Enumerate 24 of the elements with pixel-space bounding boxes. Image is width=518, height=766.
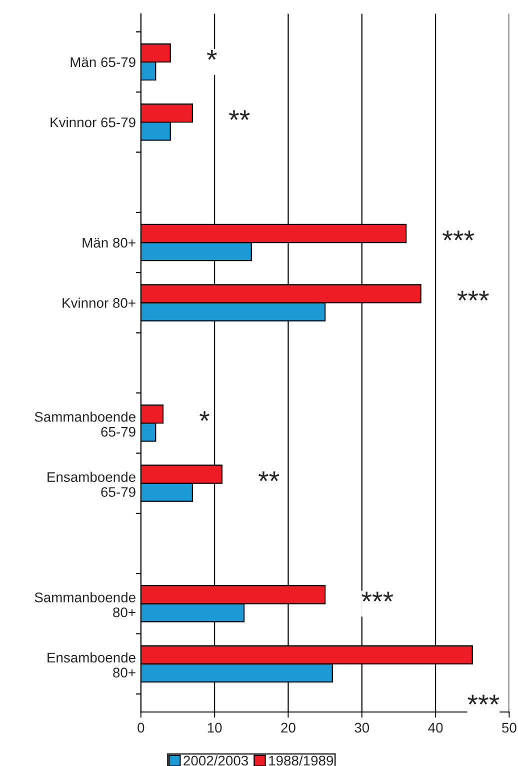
annotation: ***: [442, 230, 474, 240]
x-tick-label: 40: [428, 722, 443, 733]
legend-label: 1988/1989: [269, 755, 334, 766]
annotation: ***: [457, 290, 489, 301]
y-tick-label: Ensamboende 65-79: [48, 472, 136, 497]
y-tick-label: Kvinnor 65-79: [50, 117, 136, 128]
annotation: ***: [362, 592, 394, 602]
y-tick-label: Sammanboende 65-79: [34, 412, 136, 437]
x-tick-label: 0: [138, 722, 144, 733]
annotation: **: [258, 471, 280, 482]
x-tick-label: 10: [208, 722, 222, 733]
x-tick-label: 20: [281, 722, 296, 733]
y-tick-label: Män 65-79: [70, 57, 136, 68]
x-tick-label: 50: [502, 722, 516, 733]
y-tick-label: Kvinnor 80+: [62, 298, 136, 308]
y-tick-label: Ensamboende 80+: [48, 652, 136, 678]
annotation: **: [229, 110, 250, 120]
legend-label: 2002/2003: [184, 755, 248, 766]
annotation: *: [200, 411, 210, 421]
annotation: ***: [468, 694, 500, 704]
x-tick-label: 30: [354, 722, 370, 733]
y-tick-label: Män 80+: [82, 238, 136, 248]
annotation: *: [206, 50, 217, 60]
y-tick-label: Sammanboende 80+: [34, 592, 136, 618]
